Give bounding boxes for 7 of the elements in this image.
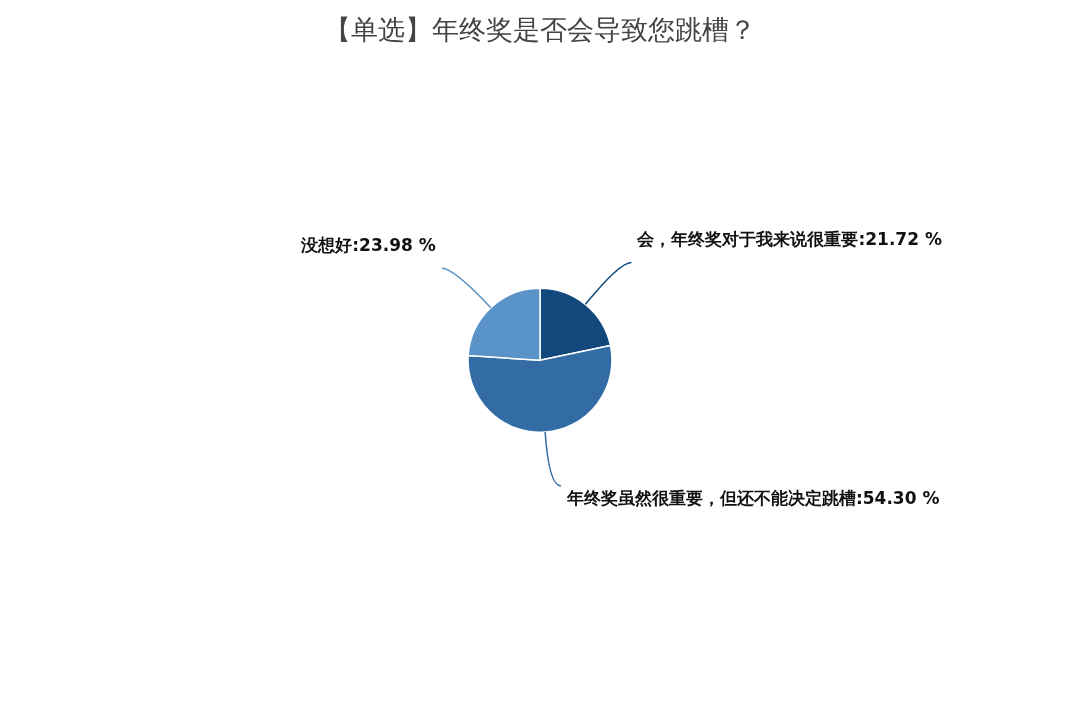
slice-label: 会，年终奖对于我来说很重要: [636, 228, 859, 249]
data-label: :21.72 %: [858, 228, 942, 249]
slice-label: 年终奖虽然很重要，但还不能决定跳槽: [565, 488, 856, 509]
slice-label: 没想好: [300, 234, 353, 255]
data-label: :23.98 %: [352, 234, 436, 255]
chart-title: 【单选】年终奖是否会导致您跳槽？: [324, 14, 756, 46]
data-label: :54.30 %: [855, 488, 940, 509]
